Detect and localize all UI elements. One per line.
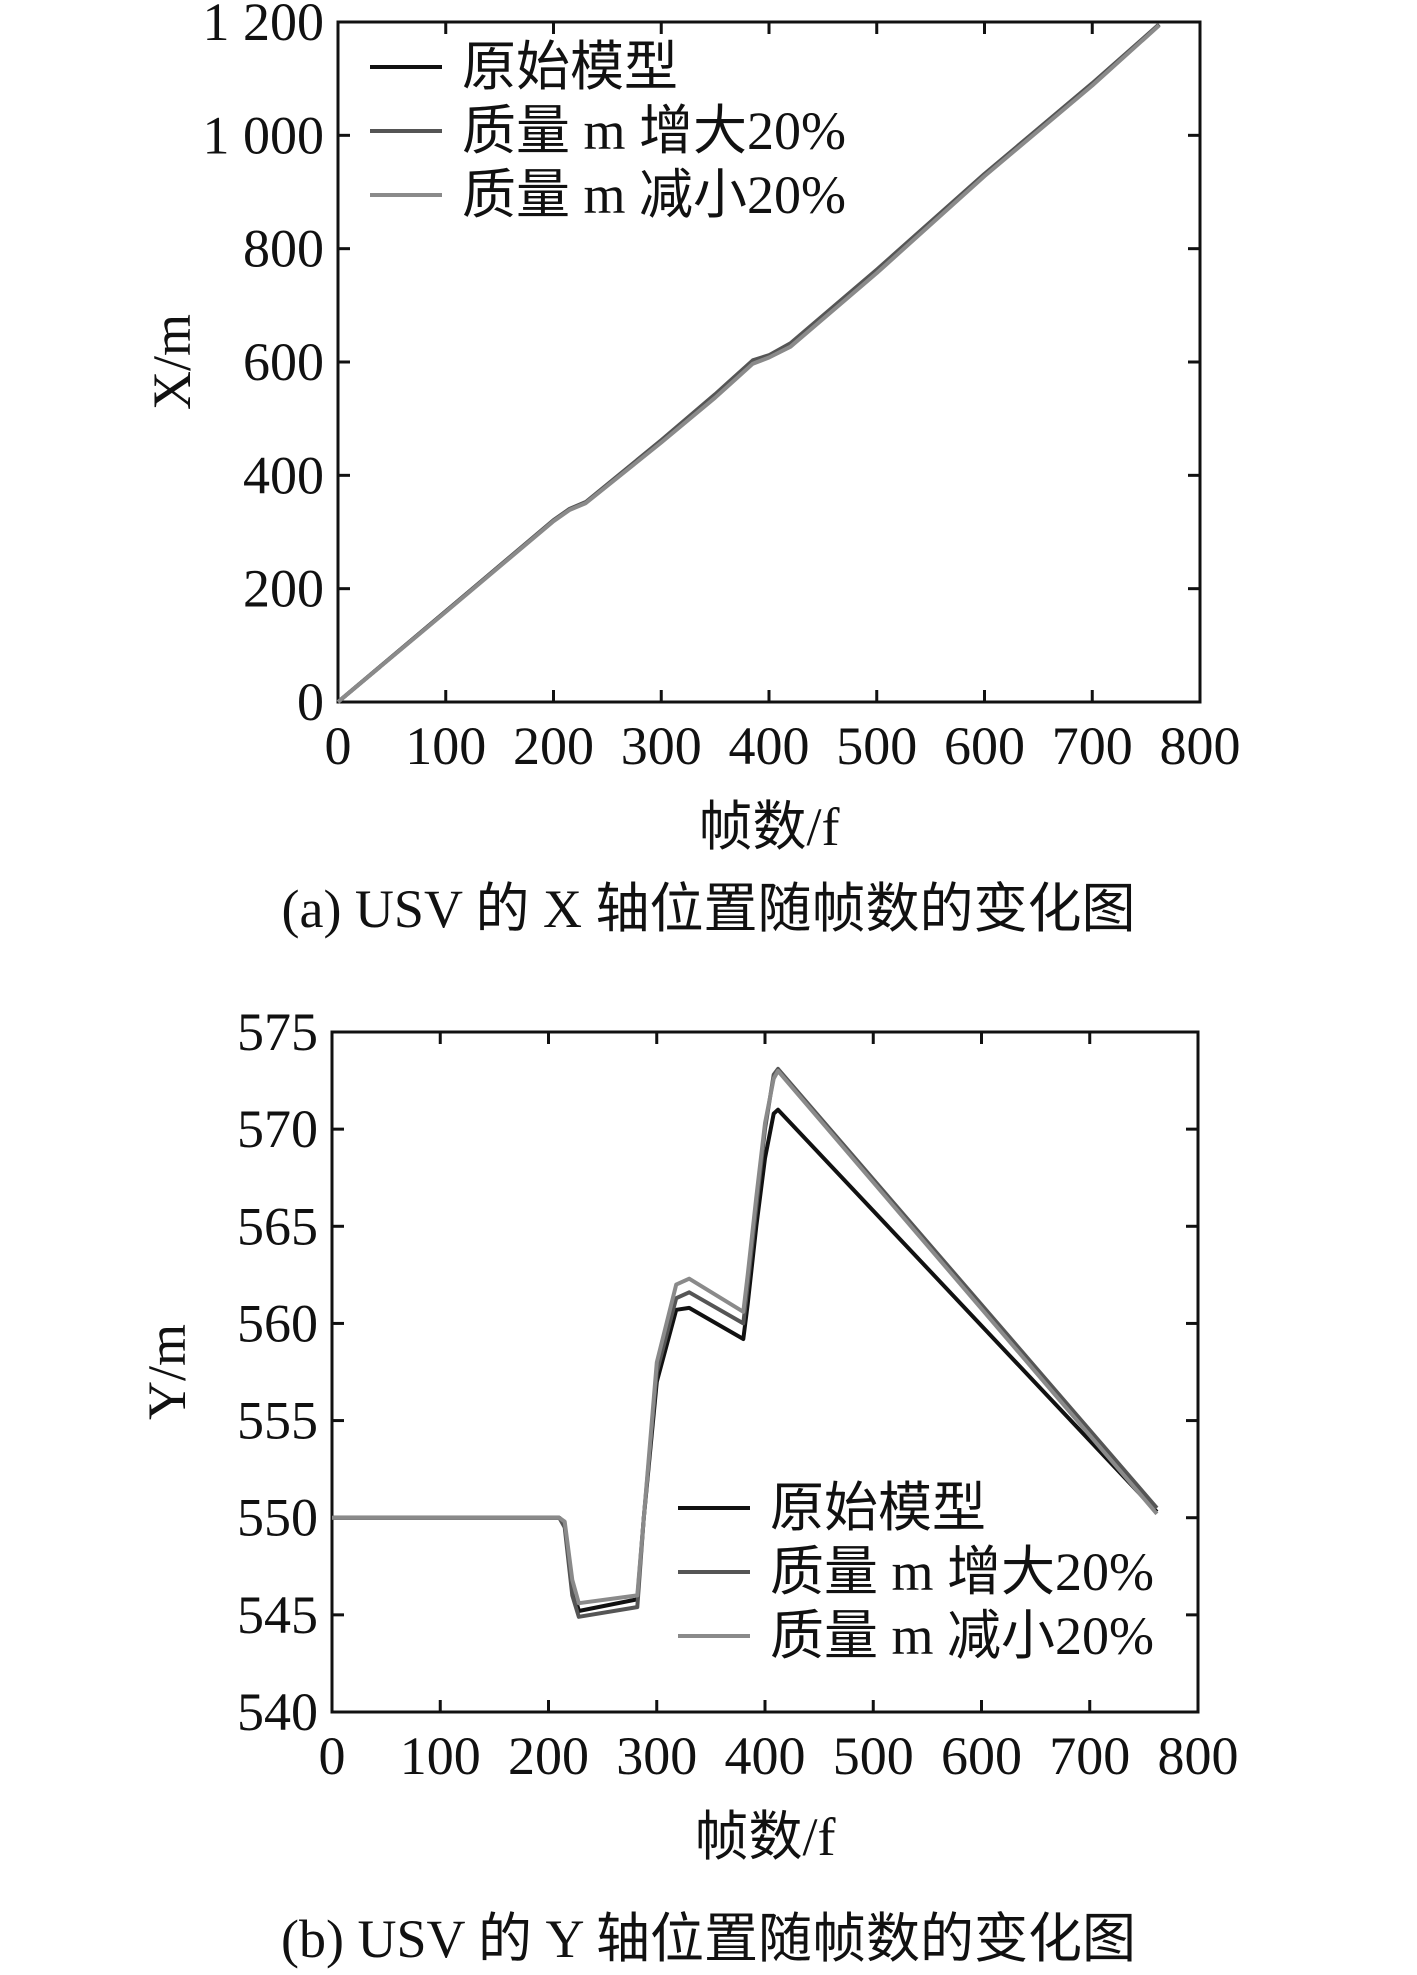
x-tick-label: 400	[725, 1726, 806, 1786]
y-tick-label: 200	[243, 559, 324, 619]
y-tick-label: 560	[237, 1293, 318, 1353]
y-tick-label: 545	[237, 1585, 318, 1645]
series-line-3	[336, 23, 1161, 704]
x-tick-label: 800	[1160, 716, 1241, 776]
caption-a: (a) USV 的 X 轴位置随帧数的变化图	[0, 864, 1417, 943]
series-line-1	[332, 1107, 1159, 1613]
figure-b: 0 100 200 300 400 500 600 700 800 540 545 550 555 560…	[0, 1002, 1417, 1975]
x-tick-label: 800	[1158, 1726, 1239, 1786]
x-tick-label: 500	[836, 716, 917, 776]
x-tick-label: 700	[1052, 716, 1133, 776]
chart-b: 0 100 200 300 400 500 600 700 800 540 545 550 555 560…	[137, 1002, 1239, 1867]
y-axis-title: Y/m	[137, 1324, 197, 1420]
figure-a: 0 100 200 300 400 500 600 700 800 0 200 400 600 800 1 …	[0, 0, 1417, 960]
y-axis-title: X/m	[142, 314, 202, 410]
legend-label: 质量 m 减小20%	[770, 1606, 1154, 1666]
series-line-2	[332, 1066, 1159, 1619]
x-tick-label: 300	[616, 1726, 697, 1786]
x-tick-label: 700	[1049, 1726, 1130, 1786]
y-tick-label: 540	[237, 1682, 318, 1742]
y-tick-label: 400	[243, 445, 324, 505]
x-tick-label: 600	[944, 716, 1025, 776]
y-tick-label: 550	[237, 1488, 318, 1548]
x-tick-label: 0	[325, 716, 352, 776]
series-line-3	[332, 1068, 1159, 1606]
legend-label: 质量 m 增大20%	[770, 1542, 1154, 1602]
legend-label: 原始模型	[462, 37, 678, 97]
x-tick-label: 400	[729, 716, 810, 776]
x-tick-label: 200	[513, 716, 594, 776]
x-tick-label: 100	[400, 1726, 481, 1786]
y-tick-label: 570	[237, 1099, 318, 1159]
y-tick-label: 555	[237, 1391, 318, 1451]
y-tick-label: 565	[237, 1196, 318, 1256]
caption-b: (b) USV 的 Y 轴位置随帧数的变化图	[0, 1894, 1417, 1973]
caption-a-text: (a) USV 的 X 轴位置随帧数的变化图	[281, 879, 1136, 939]
x-tick-label: 300	[621, 716, 702, 776]
x-tick-label: 200	[508, 1726, 589, 1786]
y-tick-label: 1 200	[203, 0, 325, 52]
x-tick-label: 100	[405, 716, 486, 776]
caption-b-text: (b) USV 的 Y 轴位置随帧数的变化图	[280, 1909, 1136, 1969]
legend-label: 原始模型	[770, 1478, 986, 1538]
y-tick-label: 600	[243, 332, 324, 392]
x-tick-label: 600	[941, 1726, 1022, 1786]
legend-label: 质量 m 减小20%	[462, 165, 846, 225]
y-tick-label: 1 000	[203, 105, 325, 165]
legend-label: 质量 m 增大20%	[462, 101, 846, 161]
chart-a: 0 100 200 300 400 500 600 700 800 0 200 400 600 800 1 …	[142, 0, 1241, 857]
y-tick-label: 0	[297, 672, 324, 732]
x-axis-title: 帧数/f	[699, 797, 840, 857]
x-tick-label: 500	[833, 1726, 914, 1786]
x-axis-title: 帧数/f	[695, 1807, 836, 1867]
y-tick-label: 575	[237, 1002, 318, 1062]
x-tick-label: 0	[319, 1726, 346, 1786]
y-tick-label: 800	[243, 219, 324, 279]
